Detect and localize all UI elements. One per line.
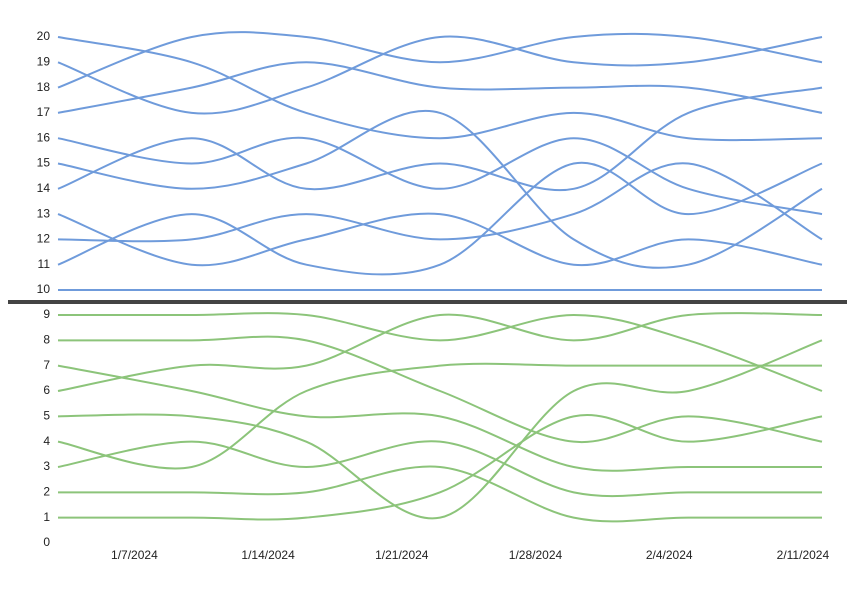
series-line [58,335,823,444]
x-tick-label: 1/7/2024 [111,548,158,562]
y-tick-label: 12 [37,232,51,246]
series-line [58,312,823,392]
y-tick-label: 11 [38,257,51,271]
y-tick-label: 17 [37,105,51,119]
series-line [57,161,823,276]
series-line [57,31,823,89]
y-tick-label: 13 [37,206,51,220]
series-line [57,110,823,269]
series-line [57,312,823,392]
series-line [57,212,823,267]
x-tick-label: 1/21/2024 [375,548,429,562]
series-line [57,162,823,243]
x-tick-label: 1/14/2024 [241,548,295,562]
y-tick-label: 5 [43,409,50,423]
series-line [57,136,823,216]
y-tick-label: 7 [43,358,50,372]
series-line [58,465,822,523]
series-line [57,364,822,472]
y-tick-label: 10 [37,282,51,296]
series-line [57,86,823,192]
y-tick-label: 8 [43,333,50,347]
y-tick-label: 2 [43,485,50,499]
series-line [57,362,822,470]
y-tick-label: 19 [37,54,51,68]
series-line [57,61,823,114]
series-line [57,414,823,521]
x-tick-label: 2/11/2024 [777,548,830,562]
y-tick-label: 14 [37,181,51,195]
y-tick-label: 0 [43,535,50,549]
y-tick-label: 1 [43,510,50,524]
y-tick-label: 18 [37,80,51,94]
x-tick-label: 1/28/2024 [509,548,563,562]
x-tick-label: 2/4/2024 [646,548,693,562]
series-line [57,36,823,142]
series-line [57,339,823,520]
series-line [57,440,822,498]
y-tick-label: 16 [37,130,51,144]
y-tick-label: 9 [43,307,50,321]
y-tick-label: 15 [37,156,51,170]
y-tick-label: 4 [43,434,50,448]
y-tick-label: 20 [37,29,51,43]
y-tick-label: 3 [43,459,50,473]
y-tick-label: 6 [43,383,50,397]
series-line [57,35,823,115]
